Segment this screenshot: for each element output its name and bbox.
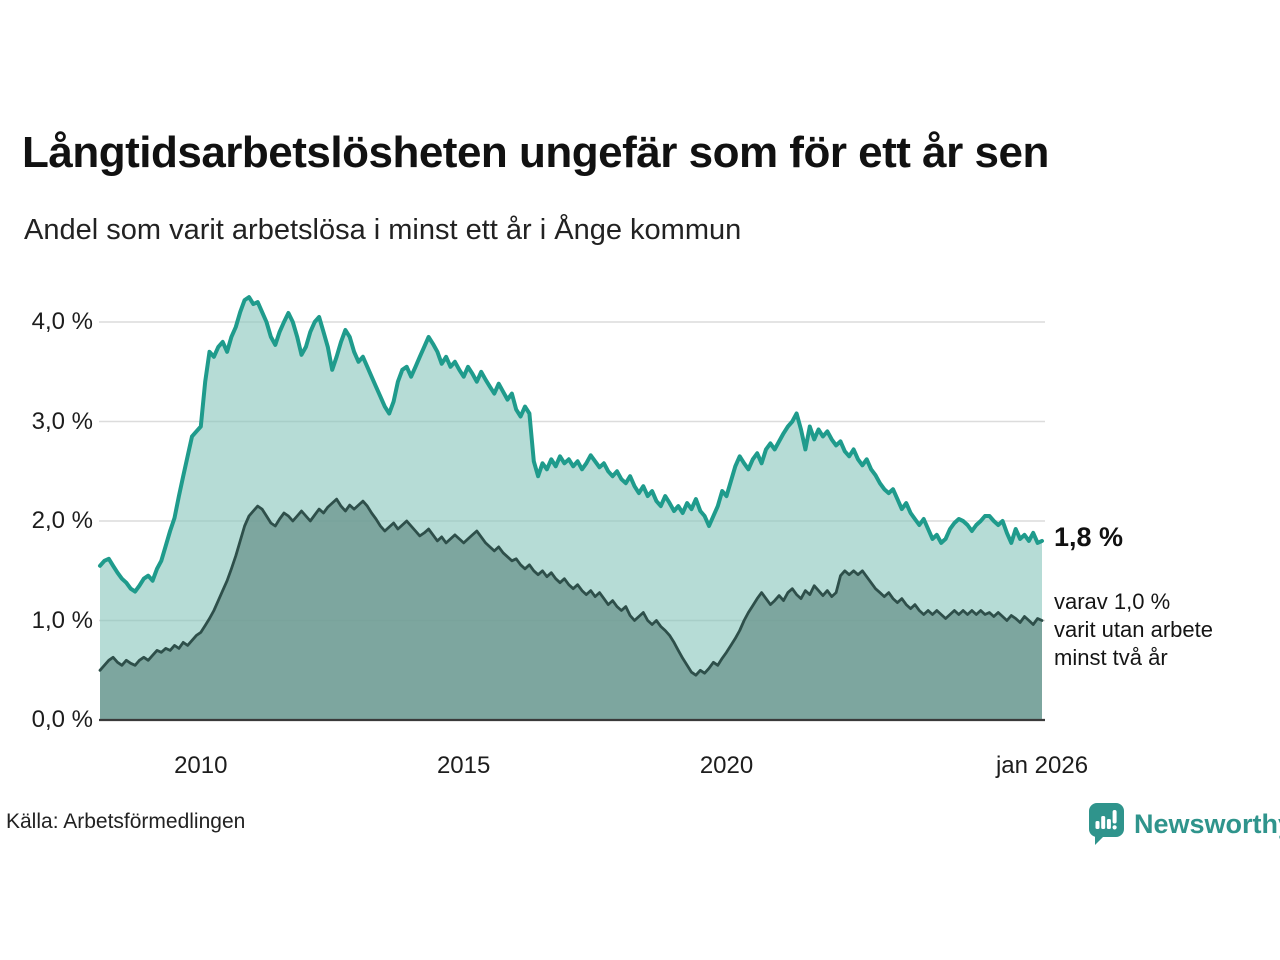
chart-subtitle: Andel som varit arbetslösa i minst ett å… (24, 214, 742, 246)
x-tick-label: 2015 (436, 752, 491, 779)
y-tick-label: 4,0 % (31, 308, 93, 335)
brand-wordmark: Newsworthy (1134, 808, 1280, 839)
newsworthy-logo: Newsworthy (1088, 802, 1280, 846)
newsworthy-bar-chart-pin-icon (1088, 803, 1124, 845)
x-tick-label: 2020 (699, 752, 754, 779)
source-note: Källa: Arbetsförmedlingen (6, 810, 246, 833)
y-tick-label: 1,0 % (31, 606, 93, 634)
area-min-two-years (100, 499, 1042, 720)
x-tick-label: 2010 (174, 752, 228, 779)
y-tick-label: 2,0 % (31, 507, 93, 534)
line-min-two-years (98, 497, 1044, 677)
x-tick-label: jan 2026 (995, 752, 1089, 779)
line-min-one-year (98, 295, 1044, 594)
series-annotation: varav 1,0 % varit utan arbete minst två … (1054, 589, 1213, 670)
y-tick-label: 3,0 % (31, 407, 93, 435)
end-value-label: 1,8 % (1054, 522, 1124, 552)
chart-title: Långtidsarbetslösheten ungefär som för e… (22, 128, 1049, 177)
y-tick-label: 0,0 % (31, 706, 93, 733)
